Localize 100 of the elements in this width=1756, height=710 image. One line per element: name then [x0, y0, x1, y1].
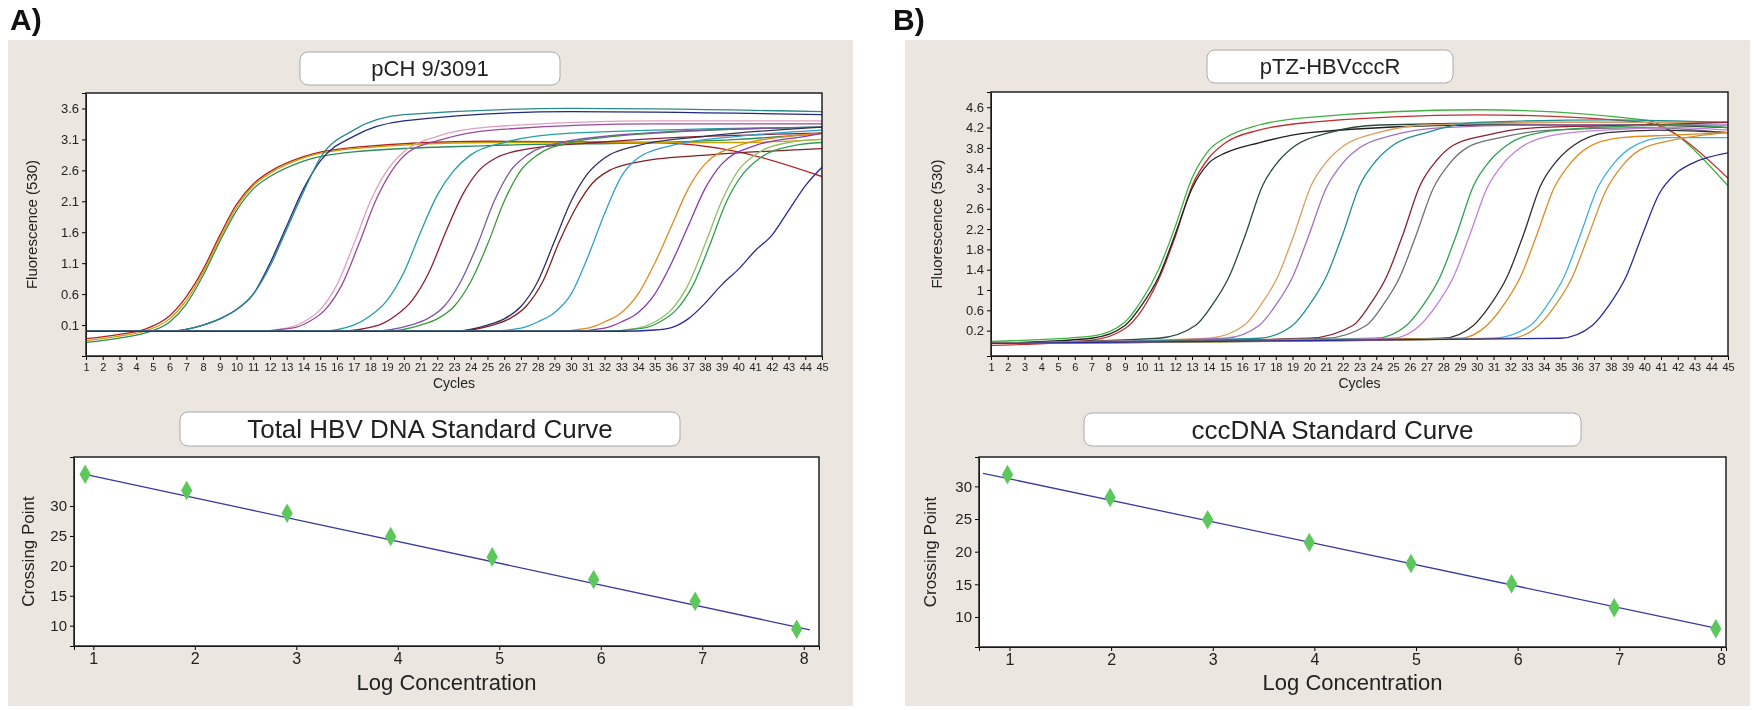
x-tick-label: 23: [448, 360, 461, 373]
y-tick-label: 1: [976, 282, 984, 298]
y-tick-label: 25: [50, 527, 67, 545]
x-tick-label: 31: [1487, 360, 1501, 373]
x-tick-label: 43: [1688, 360, 1702, 373]
x-tick-label: 22: [1337, 360, 1350, 373]
x-tick-label: 43: [782, 360, 796, 373]
x-tick-label: 10: [230, 360, 244, 373]
x-tick-label: 29: [1454, 360, 1467, 373]
x-tick-label: 33: [615, 360, 628, 373]
x-tick-label: 6: [1072, 360, 1079, 373]
x-axis-title: Cycles: [1338, 375, 1381, 391]
x-tick-label: 34: [1538, 360, 1551, 373]
x-tick-label: 44: [799, 360, 812, 373]
x-tick-label: 2: [1107, 651, 1117, 669]
text: B): [893, 3, 925, 36]
y-tick-label: 2.1: [60, 193, 79, 209]
x-tick-label: 14: [297, 360, 311, 373]
y-tick-label: 3.6: [60, 101, 79, 117]
y-tick-label: 1.1: [60, 255, 79, 271]
x-tick-label: 23: [1353, 360, 1367, 373]
x-tick-label: 7: [1088, 360, 1096, 373]
y-tick-label: 20: [955, 542, 972, 560]
x-tick-label: 37: [1588, 360, 1601, 373]
x-tick-label: 29: [548, 360, 561, 373]
x-tick-label: 28: [532, 360, 545, 373]
x-tick-label: 16: [1236, 360, 1249, 373]
x-tick-label: 3: [1208, 651, 1218, 669]
x-tick-label: 7: [1615, 651, 1625, 669]
x-tick-label: 3: [1021, 360, 1029, 373]
x-tick-label: 4: [1310, 651, 1320, 669]
x-tick-label: 44: [1705, 360, 1718, 373]
x-tick-label: 13: [1186, 360, 1199, 373]
x-tick-label: 5: [495, 650, 505, 668]
y-tick-label: 2.2: [965, 221, 984, 237]
x-tick-label: 4: [393, 650, 403, 668]
y-tick-label: 2.6: [965, 201, 984, 217]
x-tick-label: 32: [598, 360, 612, 373]
x-tick-label: 12: [1169, 360, 1182, 373]
x-tick-label: 28: [1437, 360, 1450, 373]
y-tick-label: 3.1: [60, 132, 79, 148]
x-tick-label: 11: [1153, 360, 1165, 373]
x-tick-label: 2: [190, 650, 200, 668]
x-tick-label: 42: [766, 360, 779, 373]
y-axis-title: Fluorescence (530): [928, 159, 946, 289]
x-tick-label: 4: [133, 360, 140, 373]
x-tick-label: 41: [1655, 360, 1668, 373]
x-tick-label: 3: [292, 650, 302, 668]
x-tick-label: 8: [799, 650, 809, 668]
x-tick-label: 3: [116, 360, 124, 373]
x-tick-label: 15: [314, 360, 327, 373]
x-axis-title: Cycles: [432, 375, 476, 391]
y-tick-label: 10: [955, 608, 972, 626]
x-tick-label: 27: [1420, 360, 1434, 373]
x-tick-label: 24: [1370, 360, 1383, 373]
x-tick-label: 17: [348, 360, 361, 373]
y-tick-label: 3.8: [965, 140, 984, 156]
x-tick-label: 26: [498, 360, 511, 373]
x-tick-label: 5: [1055, 360, 1062, 373]
x-tick-label: 36: [1571, 360, 1584, 373]
x-tick-label: 45: [816, 360, 829, 373]
x-tick-label: 8: [200, 360, 207, 373]
x-tick-label: 1: [1005, 651, 1015, 669]
x-tick-label: 30: [1471, 360, 1484, 373]
x-tick-label: 35: [649, 360, 662, 373]
x-tick-label: 13: [281, 360, 294, 373]
x-tick-label: 8: [1105, 360, 1112, 373]
x-tick-label: 2: [100, 360, 107, 373]
y-tick-label: 0.6: [60, 286, 79, 302]
y-tick-label: 3.4: [965, 160, 984, 176]
x-tick-label: 7: [698, 650, 708, 668]
x-tick-label: 38: [699, 360, 712, 373]
chart-title: pCH 9/3091: [371, 56, 489, 82]
x-tick-label: 41: [749, 360, 762, 373]
x-tick-label: 17: [1253, 360, 1266, 373]
x-tick-label: 20: [398, 360, 411, 373]
x-tick-label: 5: [150, 360, 157, 373]
y-tick-label: 1.6: [60, 224, 79, 240]
x-tick-label: 1: [988, 360, 995, 373]
x-tick-label: 33: [1521, 360, 1534, 373]
x-tick-label: 37: [682, 360, 695, 373]
y-tick-label: 15: [955, 575, 972, 593]
x-tick-label: 21: [414, 360, 428, 373]
x-tick-label: 34: [632, 360, 645, 373]
x-tick-label: 7: [183, 360, 190, 373]
x-tick-label: 18: [364, 360, 377, 373]
x-axis-title: Log Concentration: [356, 670, 537, 695]
x-tick-label: 39: [716, 360, 729, 373]
x-tick-label: 21: [1320, 360, 1333, 373]
x-tick-label: 9: [1122, 360, 1129, 373]
y-axis-title: Fluorescence (530): [23, 159, 41, 290]
x-tick-label: 36: [665, 360, 679, 373]
y-tick-label: 3: [976, 181, 984, 197]
x-tick-label: 19: [1286, 360, 1300, 373]
x-tick-label: 40: [732, 360, 745, 373]
y-tick-label: 15: [50, 587, 67, 605]
y-axis-title: Crossing Point: [19, 495, 39, 607]
x-tick-label: 8: [1716, 651, 1726, 669]
x-tick-label: 6: [596, 650, 606, 668]
x-tick-label: 42: [1672, 360, 1685, 373]
